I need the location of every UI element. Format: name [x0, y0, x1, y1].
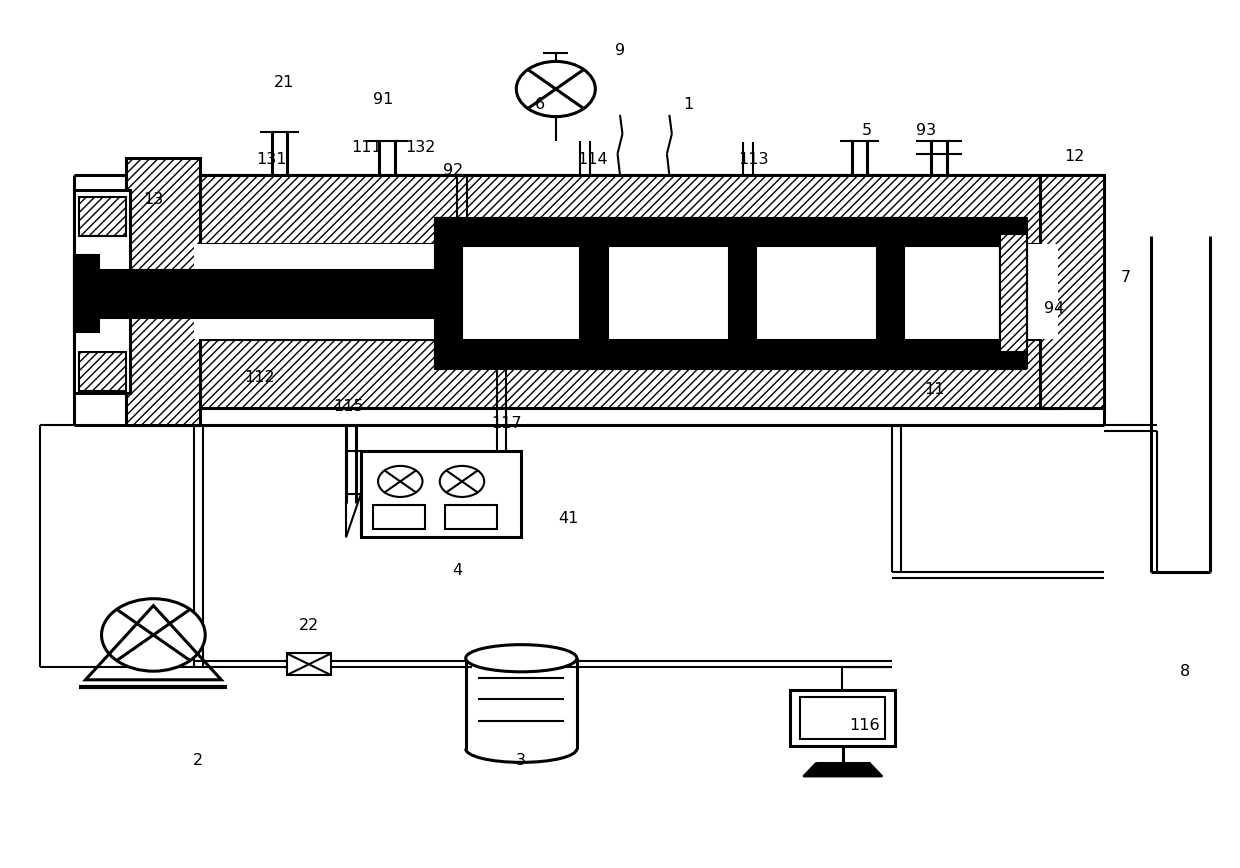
- Bar: [445, 504, 496, 529]
- Bar: [286, 654, 331, 675]
- Bar: [435, 246, 1025, 340]
- Circle shape: [440, 466, 484, 497]
- Text: 4: 4: [453, 562, 463, 578]
- Bar: [361, 451, 521, 537]
- Bar: [195, 244, 1058, 339]
- Text: 2: 2: [192, 753, 203, 767]
- Text: 5: 5: [862, 123, 872, 138]
- Text: 7: 7: [1121, 270, 1131, 285]
- Text: 132: 132: [404, 140, 435, 155]
- Text: 131: 131: [257, 152, 288, 168]
- Circle shape: [378, 466, 423, 497]
- Bar: [195, 175, 1058, 244]
- Circle shape: [516, 62, 595, 116]
- Bar: [126, 158, 201, 425]
- Bar: [729, 219, 756, 367]
- Text: 11: 11: [925, 382, 945, 397]
- Text: 115: 115: [334, 399, 363, 414]
- Bar: [800, 697, 885, 740]
- Text: 116: 116: [849, 718, 879, 733]
- Text: 93: 93: [916, 123, 936, 138]
- Bar: [877, 219, 904, 367]
- Text: 112: 112: [244, 371, 275, 385]
- Text: 3: 3: [516, 753, 526, 767]
- Bar: [95, 270, 441, 318]
- Text: 92: 92: [443, 163, 464, 179]
- Bar: [79, 197, 126, 235]
- Bar: [1001, 219, 1028, 367]
- Bar: [790, 690, 895, 746]
- Text: 21: 21: [274, 75, 294, 89]
- Circle shape: [102, 599, 206, 671]
- Bar: [580, 219, 608, 367]
- Text: 1: 1: [683, 97, 693, 112]
- Text: 113: 113: [738, 152, 769, 168]
- Text: 13: 13: [144, 192, 164, 207]
- Text: 22: 22: [299, 618, 319, 633]
- Bar: [1001, 233, 1028, 352]
- Text: 6: 6: [534, 97, 544, 112]
- Bar: [435, 219, 463, 367]
- Bar: [79, 352, 126, 391]
- Text: 9: 9: [615, 43, 625, 57]
- Bar: [79, 235, 126, 352]
- Text: 111: 111: [352, 140, 382, 155]
- Polygon shape: [804, 764, 883, 776]
- Bar: [195, 339, 1058, 408]
- Ellipse shape: [466, 645, 577, 672]
- Text: 91: 91: [373, 92, 393, 107]
- Bar: [373, 504, 425, 529]
- Bar: [435, 219, 1025, 246]
- Text: 41: 41: [558, 511, 578, 526]
- Bar: [74, 254, 99, 332]
- Bar: [1039, 175, 1104, 408]
- Text: 94: 94: [1044, 301, 1065, 317]
- Text: 117: 117: [491, 416, 522, 431]
- Text: 114: 114: [578, 152, 608, 168]
- Text: 8: 8: [1180, 664, 1190, 679]
- Bar: [74, 190, 130, 392]
- Bar: [435, 219, 1025, 367]
- Text: 12: 12: [1064, 148, 1085, 164]
- Bar: [435, 340, 1025, 367]
